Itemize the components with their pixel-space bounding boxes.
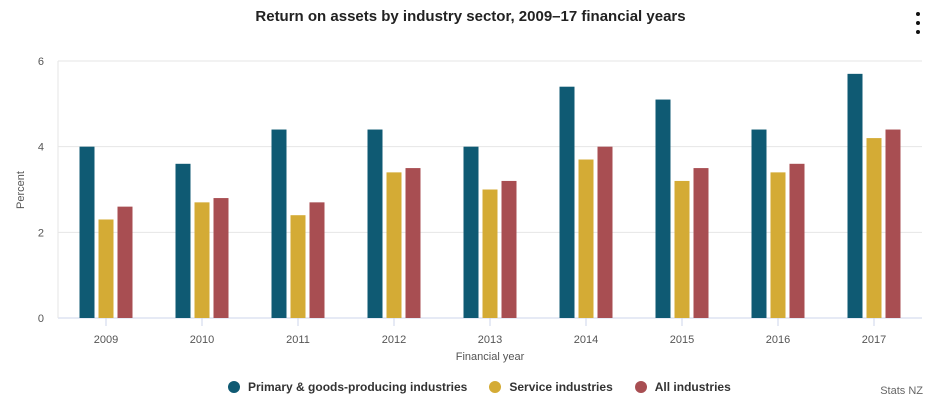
y-axis-title: Percent [15,171,27,209]
bar-2015-series-2[interactable] [693,168,709,318]
legend-item[interactable]: Service industries [489,380,613,394]
bar-2016-series-1[interactable] [770,172,786,318]
y-tick-label: 2 [38,227,44,239]
chart-title: Return on assets by industry sector, 200… [255,8,686,25]
bar-2017-series-0[interactable] [847,73,863,318]
bar-2009-series-0[interactable] [79,146,95,318]
vertical-dots-icon [916,12,920,16]
x-tick-label: 2017 [862,334,886,346]
legend-item[interactable]: Primary & goods-producing industries [228,380,467,394]
vertical-dots-icon [916,21,920,25]
bar-2011-series-1[interactable] [290,215,306,318]
legend: Primary & goods-producing industries Serv… [228,380,753,394]
bar-2015-series-1[interactable] [674,180,690,318]
bar-2017-series-1[interactable] [866,138,882,318]
bar-2014-series-2[interactable] [597,146,613,318]
legend-marker-icon [228,381,240,393]
bar-2012-series-1[interactable] [386,172,402,318]
bar-2010-series-0[interactable] [175,163,191,318]
bar-2014-series-1[interactable] [578,159,594,318]
bar-2012-series-2[interactable] [405,168,421,318]
bar-2011-series-2[interactable] [309,202,325,318]
legend-label: Primary & goods-producing industries [248,380,468,394]
x-axis-ticks: 2009 2010 2011 2012 2013 2014 2015 2016 2017 [94,318,886,346]
bar-2012-series-0[interactable] [367,129,383,318]
bar-2011-series-0[interactable] [271,129,287,318]
y-axis-ticks: 0 2 4 6 [38,56,44,325]
x-tick-label: 2010 [190,334,214,346]
bar-2016-series-2[interactable] [789,163,805,318]
bar-2013-series-2[interactable] [501,180,517,318]
bar-2010-series-2[interactable] [213,198,229,318]
chart-menu-button[interactable] [910,12,926,34]
legend-marker-icon [634,381,647,393]
y-tick-label: 0 [38,313,44,325]
legend-label: All industries [654,380,731,394]
legend-item[interactable]: All industries [634,380,731,394]
bar-2013-series-0[interactable] [463,146,479,318]
bar-2014-series-0[interactable] [559,86,575,318]
x-tick-label: 2012 [382,334,406,346]
bar-2013-series-1[interactable] [482,189,498,319]
bar-2010-series-1[interactable] [194,202,210,318]
x-tick-label: 2016 [766,334,790,346]
x-tick-label: 2009 [94,334,118,346]
x-tick-label: 2013 [478,334,502,346]
x-tick-label: 2015 [670,334,694,346]
bar-2017-series-2[interactable] [885,129,901,318]
legend-marker-icon [489,381,502,393]
vertical-dots-icon [916,30,920,34]
y-tick-label: 4 [38,142,44,154]
bar-2016-series-0[interactable] [751,129,767,318]
bars [79,73,901,319]
y-tick-label: 6 [38,56,44,68]
bar-2015-series-0[interactable] [655,99,671,318]
legend-label: Service industries [509,380,613,394]
x-axis-title: Financial year [456,351,525,363]
x-tick-label: 2014 [574,334,598,346]
bar-2009-series-1[interactable] [98,219,114,318]
x-tick-label: 2011 [286,334,310,346]
bar-2009-series-2[interactable] [117,206,133,318]
credits[interactable]: Stats NZ [880,385,923,397]
